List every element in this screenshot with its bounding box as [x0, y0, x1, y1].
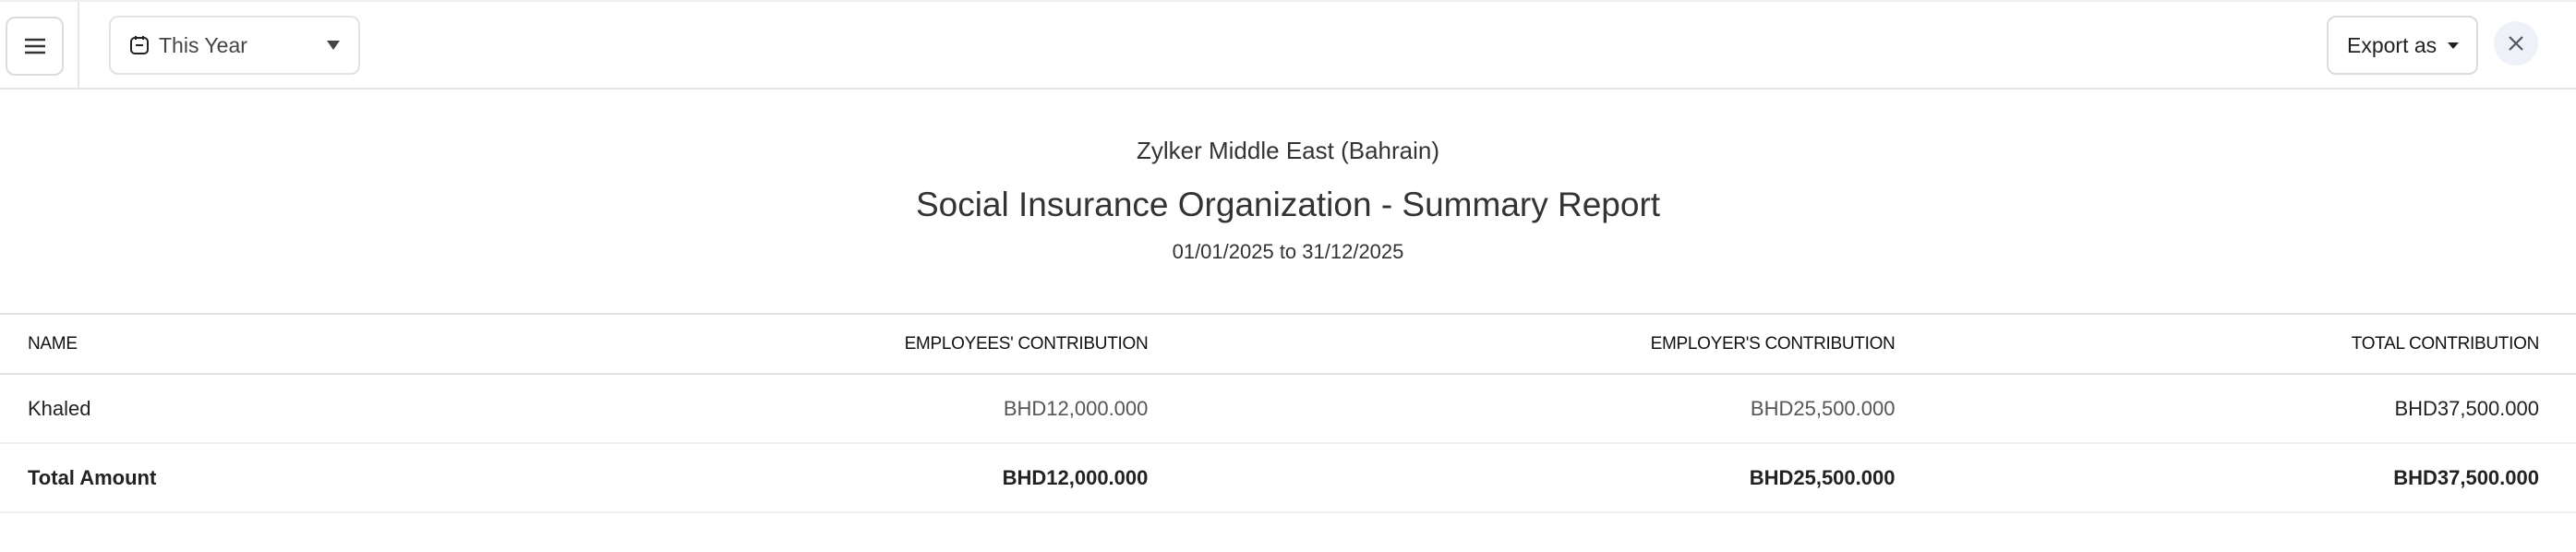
- calendar-icon: [130, 36, 149, 54]
- caret-down-icon: [2448, 42, 2460, 49]
- total-employers-contribution: BHD25,500.000: [1185, 443, 1932, 513]
- column-header-total-contribution: TOTAL CONTRIBUTION: [1932, 313, 2576, 375]
- company-name: Zylker Middle East (Bahrain): [1137, 137, 1439, 164]
- menu-button[interactable]: [6, 17, 64, 76]
- total-total-contribution: BHD37,500.000: [1932, 443, 2576, 513]
- column-header-employers-contribution: EMPLOYER'S CONTRIBUTION: [1185, 313, 1932, 375]
- table-header-row: NAME EMPLOYEES' CONTRIBUTION EMPLOYER'S …: [0, 313, 2576, 375]
- total-contribution: BHD37,500.000: [1932, 374, 2576, 444]
- close-icon: [2509, 36, 2523, 51]
- total-row: Total Amount BHD12,000.000 BHD25,500.000…: [0, 443, 2576, 513]
- table-row: Khaled BHD12,000.000 BHD25,500.000 BHD37…: [0, 374, 2576, 444]
- employees-contribution: BHD12,000.000: [773, 374, 1186, 444]
- period-label: This Year: [159, 32, 247, 57]
- total-label: Total Amount: [0, 443, 773, 513]
- export-button[interactable]: Export as: [2327, 16, 2478, 75]
- employee-name: Khaled: [0, 374, 773, 444]
- date-range: 01/01/2025 to 31/12/2025: [1172, 240, 1404, 263]
- toolbar: This Year Export as: [0, 0, 2576, 90]
- employers-contribution: BHD25,500.000: [1185, 374, 1932, 444]
- caret-down-icon: [327, 41, 340, 50]
- hamburger-icon: [24, 38, 45, 54]
- export-label: Export as: [2347, 32, 2438, 57]
- column-header-name: NAME: [0, 313, 773, 375]
- report-header: Zylker Middle East (Bahrain) Social Insu…: [0, 129, 2576, 268]
- close-button[interactable]: [2494, 21, 2538, 66]
- toolbar-divider: [78, 2, 79, 90]
- summary-table: NAME EMPLOYEES' CONTRIBUTION EMPLOYER'S …: [0, 313, 2576, 513]
- period-dropdown[interactable]: This Year: [109, 16, 360, 75]
- column-header-employees-contribution: EMPLOYEES' CONTRIBUTION: [773, 313, 1186, 375]
- total-employees-contribution: BHD12,000.000: [773, 443, 1186, 513]
- report-title: Social Insurance Organization - Summary …: [915, 186, 1661, 223]
